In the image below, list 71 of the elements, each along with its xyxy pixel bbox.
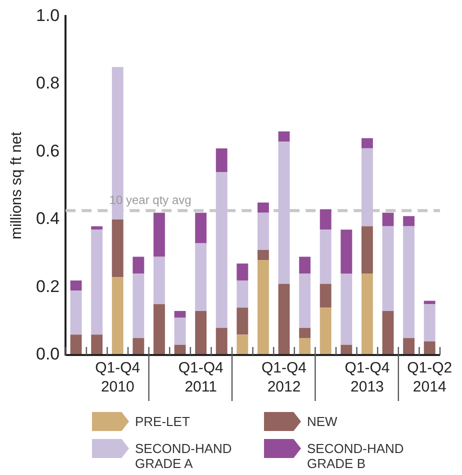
- bar: [361, 226, 373, 274]
- bar: [257, 212, 269, 250]
- bar: [382, 310, 394, 355]
- bar: [154, 256, 165, 304]
- bar: [195, 310, 207, 355]
- bar: [236, 280, 248, 308]
- bar: [236, 308, 248, 335]
- bar: [257, 260, 269, 355]
- bar: [320, 308, 332, 355]
- bar: [382, 226, 394, 311]
- bar: [132, 256, 144, 274]
- x-tick-label: Q1-Q4 2013: [344, 360, 390, 396]
- bar: [299, 256, 311, 274]
- bar: [403, 338, 415, 355]
- legend-label: PRE-LET: [135, 413, 191, 429]
- bar: [340, 274, 352, 345]
- y-tick-label: 0.0: [36, 344, 60, 364]
- legend-label: NEW: [307, 413, 338, 429]
- bar: [174, 318, 186, 345]
- x-tick-label: Q1-Q4 2012: [262, 360, 307, 396]
- bar: [424, 304, 436, 342]
- bar: [132, 274, 144, 338]
- bar: [299, 274, 311, 328]
- bar: [382, 212, 394, 226]
- y-tick-label: 0.4: [36, 209, 60, 228]
- bar: [320, 209, 332, 230]
- bar: [174, 310, 186, 318]
- bar: [257, 202, 269, 213]
- bar: [216, 148, 228, 172]
- x-tick-label: Q1-Q4 2011: [178, 360, 224, 396]
- bar: [424, 341, 436, 355]
- x-tick-label: Q1-Q4 2010: [95, 360, 140, 396]
- y-tick-label: 1.0: [36, 6, 60, 25]
- bar: [403, 216, 415, 226]
- y-tick-label: 0.2: [36, 276, 60, 296]
- bar: [70, 290, 82, 335]
- legend-label: SECOND-HAND GRADE B: [307, 440, 405, 471]
- bar: [70, 334, 82, 355]
- bar: [257, 250, 269, 260]
- bar: [299, 328, 311, 338]
- legend-label: SECOND-HAND GRADE A: [135, 440, 233, 471]
- bar: [70, 280, 82, 291]
- bar: [278, 131, 290, 142]
- bar: [112, 219, 124, 278]
- y-axis-title: millions sq ft net: [8, 131, 26, 240]
- bar: [320, 230, 332, 284]
- bar: [320, 284, 332, 308]
- bar: [195, 212, 207, 244]
- y-tick-label: 0.6: [36, 141, 60, 160]
- bar: [299, 338, 311, 355]
- bar: [154, 304, 165, 355]
- bar: [195, 243, 207, 311]
- bar: [216, 328, 228, 355]
- bar: [236, 264, 248, 280]
- bar: [361, 274, 373, 355]
- bar: [361, 138, 373, 148]
- bar: [132, 338, 144, 355]
- y-tick-label: 0.8: [36, 74, 60, 93]
- bar: [216, 172, 228, 328]
- bar: [278, 284, 290, 355]
- bar: [91, 230, 103, 335]
- bar: [91, 334, 103, 355]
- bar: [403, 226, 415, 338]
- bar: [112, 277, 124, 355]
- bar: [154, 212, 165, 257]
- bar: [361, 148, 373, 226]
- x-tick-label: Q1-Q2 2014: [407, 360, 452, 396]
- bar: [278, 142, 290, 284]
- bar: [340, 230, 352, 274]
- bar: [236, 334, 248, 355]
- bar: [112, 67, 124, 220]
